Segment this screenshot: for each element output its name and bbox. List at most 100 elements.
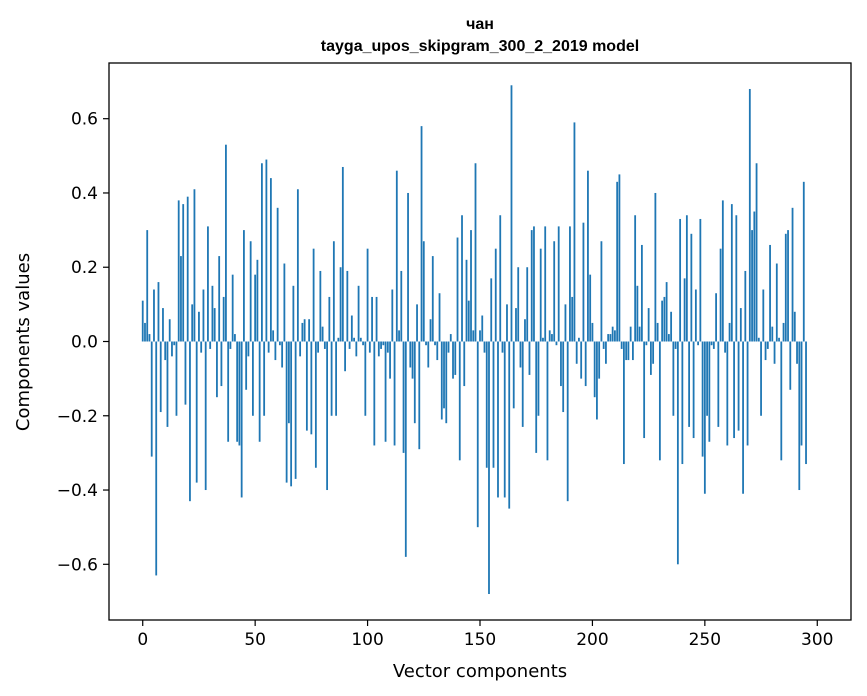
bar bbox=[605, 341, 607, 364]
bar bbox=[533, 226, 535, 342]
bar bbox=[411, 341, 414, 379]
bar bbox=[308, 319, 311, 342]
bar bbox=[173, 341, 176, 346]
bar bbox=[234, 334, 236, 342]
bar bbox=[654, 192, 657, 342]
bar bbox=[681, 341, 684, 465]
bar bbox=[287, 341, 290, 424]
x-tick-label: 50 bbox=[244, 630, 266, 650]
bar bbox=[796, 341, 798, 364]
bar bbox=[546, 341, 549, 461]
bar bbox=[164, 341, 167, 361]
bar bbox=[454, 341, 457, 375]
bar bbox=[620, 341, 623, 349]
bar bbox=[299, 341, 302, 357]
bar bbox=[207, 226, 209, 342]
bar bbox=[440, 341, 443, 420]
bar bbox=[256, 259, 259, 342]
bar bbox=[724, 341, 726, 353]
x-axis-ticks: 0 50 100 150 200 250 300 bbox=[137, 620, 833, 650]
bar bbox=[802, 181, 805, 342]
bar bbox=[236, 341, 239, 442]
bar bbox=[213, 308, 216, 342]
bar bbox=[593, 341, 596, 398]
bar bbox=[769, 244, 771, 342]
bar bbox=[447, 341, 450, 353]
bar bbox=[645, 341, 648, 346]
bar bbox=[243, 230, 245, 342]
bar bbox=[652, 341, 655, 364]
bar bbox=[506, 304, 508, 342]
bar bbox=[328, 296, 331, 342]
bar bbox=[589, 274, 592, 342]
bar bbox=[434, 341, 436, 346]
bar bbox=[465, 259, 468, 342]
bar bbox=[598, 341, 601, 379]
bar bbox=[742, 341, 744, 494]
bar bbox=[366, 248, 369, 342]
bar bbox=[497, 341, 499, 498]
bar bbox=[294, 341, 297, 479]
bar bbox=[560, 341, 562, 387]
x-axis-label: Vector components bbox=[393, 661, 567, 682]
bar bbox=[771, 326, 774, 342]
bar bbox=[261, 163, 263, 342]
bar bbox=[674, 341, 677, 349]
bar bbox=[290, 341, 293, 487]
bar bbox=[733, 341, 735, 439]
bar bbox=[189, 341, 191, 502]
bar bbox=[479, 330, 481, 342]
bar bbox=[456, 237, 459, 342]
bar bbox=[503, 341, 506, 498]
bar bbox=[760, 341, 762, 416]
bar bbox=[184, 341, 187, 405]
bar bbox=[350, 315, 353, 342]
bar bbox=[609, 334, 612, 342]
bar bbox=[458, 341, 461, 461]
bar bbox=[800, 341, 803, 446]
bar bbox=[355, 341, 358, 357]
bar bbox=[283, 263, 286, 342]
bars-group bbox=[141, 85, 807, 595]
bar bbox=[764, 341, 767, 361]
bar bbox=[685, 215, 688, 342]
bar bbox=[757, 337, 760, 342]
bar bbox=[694, 289, 697, 342]
bar bbox=[323, 341, 326, 349]
bar bbox=[252, 341, 254, 416]
x-tick-label: 200 bbox=[576, 630, 608, 650]
bar bbox=[544, 226, 547, 342]
bar bbox=[542, 337, 544, 342]
bar bbox=[587, 170, 589, 342]
bar bbox=[436, 341, 439, 361]
bar bbox=[784, 233, 787, 342]
bar bbox=[321, 326, 324, 342]
bar bbox=[141, 300, 144, 342]
bar bbox=[274, 341, 277, 361]
y-tick-label: 0.2 bbox=[71, 258, 98, 278]
bar bbox=[175, 341, 178, 416]
y-axis-label: Components values bbox=[13, 253, 34, 431]
bar bbox=[362, 341, 364, 346]
bar bbox=[618, 174, 621, 342]
bar bbox=[348, 341, 351, 349]
bar bbox=[569, 226, 571, 342]
y-tick-label: 0.0 bbox=[71, 333, 98, 353]
y-tick-label: −0.6 bbox=[57, 555, 98, 575]
bar bbox=[155, 341, 158, 576]
bar bbox=[721, 200, 724, 342]
bar bbox=[596, 341, 598, 420]
bar bbox=[335, 341, 337, 416]
bar bbox=[476, 341, 479, 528]
bar bbox=[708, 341, 711, 442]
bar bbox=[461, 215, 463, 342]
bar bbox=[301, 322, 304, 342]
bar bbox=[416, 304, 418, 342]
bar bbox=[225, 144, 227, 342]
bar bbox=[676, 341, 679, 565]
bar bbox=[726, 341, 729, 446]
bar bbox=[427, 341, 430, 368]
bar bbox=[407, 192, 409, 342]
bar bbox=[159, 341, 162, 413]
bar bbox=[562, 341, 565, 413]
